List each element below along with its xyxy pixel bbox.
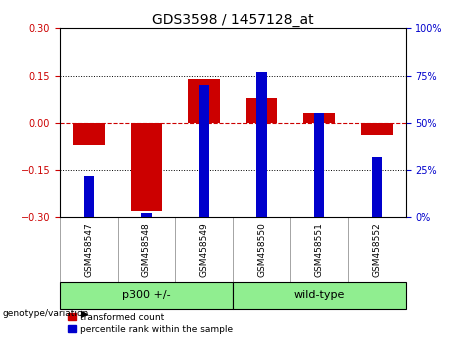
- Bar: [246, 98, 278, 123]
- Text: GSM458549: GSM458549: [200, 222, 208, 277]
- Bar: [199, 85, 209, 217]
- Text: ▶: ▶: [81, 308, 88, 318]
- Bar: [130, 123, 162, 211]
- Text: GSM458550: GSM458550: [257, 222, 266, 277]
- Text: wild-type: wild-type: [294, 290, 345, 300]
- Text: GSM458552: GSM458552: [372, 222, 381, 277]
- Bar: [83, 176, 94, 217]
- Bar: [303, 113, 335, 123]
- Bar: [256, 72, 267, 217]
- FancyBboxPatch shape: [233, 282, 406, 309]
- Bar: [188, 79, 220, 123]
- Title: GDS3598 / 1457128_at: GDS3598 / 1457128_at: [152, 13, 313, 27]
- Bar: [314, 113, 325, 217]
- Bar: [361, 123, 393, 135]
- Bar: [73, 123, 105, 145]
- Text: genotype/variation: genotype/variation: [2, 309, 89, 318]
- FancyBboxPatch shape: [60, 282, 233, 309]
- Text: GSM458548: GSM458548: [142, 222, 151, 277]
- Text: GSM458547: GSM458547: [84, 222, 93, 277]
- Text: p300 +/-: p300 +/-: [122, 290, 171, 300]
- Legend: transformed count, percentile rank within the sample: transformed count, percentile rank withi…: [65, 309, 236, 337]
- Text: GSM458551: GSM458551: [315, 222, 324, 277]
- Bar: [141, 213, 152, 217]
- Bar: [372, 157, 382, 217]
